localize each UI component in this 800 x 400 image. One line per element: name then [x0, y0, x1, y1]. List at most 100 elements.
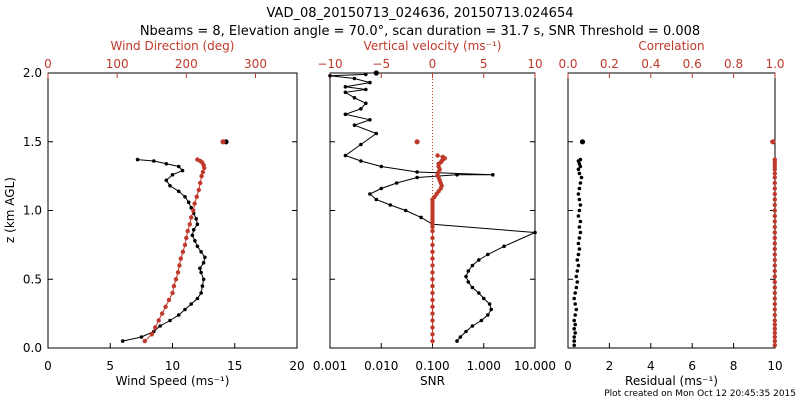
- data-point-vertical-1: [430, 325, 435, 330]
- x-top-tick-label: −10: [317, 57, 342, 71]
- data-point-residual-0: [576, 263, 581, 268]
- data-point-wind-1: [191, 208, 196, 213]
- data-point-wind-0: [198, 266, 202, 271]
- data-point-wind-0: [183, 195, 187, 199]
- data-point-wind-0: [158, 324, 162, 328]
- panel-vertical: 0.001 0.010 0.100 1.000 10.000 −10 −5 0 5 10 SNR Ve…: [313, 39, 556, 388]
- data-point-residual-0: [579, 175, 584, 180]
- x-axis-label: Wind Speed (ms⁻¹): [116, 374, 230, 388]
- x-axis-label: SNR: [420, 374, 445, 388]
- data-point-wind-1: [189, 215, 194, 220]
- data-point-vertical-1: [430, 242, 435, 248]
- data-point-residual-1: [772, 246, 777, 252]
- data-point-wind-1: [173, 277, 179, 282]
- x-top-tick-label: 0.0: [558, 57, 577, 71]
- data-point-residual-0: [575, 258, 580, 262]
- data-point-vertical-0: [364, 87, 368, 92]
- data-point-vertical-0: [403, 208, 408, 213]
- data-point-vertical-0: [464, 329, 468, 334]
- data-point-vertical-0: [343, 90, 348, 95]
- data-point-residual-1: [772, 330, 777, 336]
- data-point-vertical-0: [477, 291, 481, 295]
- data-point-vertical-1: [440, 154, 445, 160]
- data-point-vertical-0: [486, 313, 490, 317]
- data-point-wind-1: [175, 270, 181, 275]
- data-point-residual-0: [579, 139, 586, 145]
- data-point-vertical-1: [430, 338, 435, 344]
- data-point-vertical-0: [343, 112, 348, 117]
- data-point-residual-0: [574, 285, 579, 290]
- data-point-vertical-0: [374, 131, 379, 136]
- data-point-wind-0: [193, 239, 197, 243]
- data-point-wind-1: [178, 256, 183, 261]
- data-point-residual-1: [772, 180, 777, 186]
- x-top-tick-label: 0.4: [641, 57, 660, 71]
- data-point-residual-0: [572, 339, 576, 343]
- data-point-wind-0: [194, 217, 198, 221]
- data-point-residual-0: [573, 302, 577, 306]
- data-point-wind-1: [187, 222, 192, 227]
- data-point-vertical-0: [379, 186, 384, 191]
- panel-frame: [47, 72, 298, 349]
- data-point-residual-1: [772, 219, 777, 224]
- x-tick-label: 5: [106, 359, 114, 373]
- data-point-vertical-1: [430, 256, 435, 261]
- data-point-residual-1: [772, 318, 777, 323]
- data-point-vertical-1: [430, 277, 435, 282]
- data-point-vertical-0: [368, 192, 372, 196]
- data-point-residual-0: [577, 236, 582, 240]
- figure-title-line1: VAD_08_20150713_024636, 20150713.024654: [267, 6, 574, 21]
- data-point-residual-1: [772, 307, 777, 312]
- data-point-vertical-0: [359, 107, 363, 111]
- data-point-residual-0: [576, 214, 581, 218]
- data-point-wind-0: [168, 184, 172, 188]
- data-point-residual-1: [772, 171, 777, 176]
- data-point-residual-0: [576, 167, 581, 172]
- panel-frame: [567, 72, 776, 349]
- data-point-vertical-0: [482, 296, 486, 301]
- data-point-residual-0: [574, 274, 579, 279]
- data-point-vertical-0: [533, 230, 537, 235]
- data-point-vertical-0: [415, 170, 419, 174]
- data-point-wind-0: [195, 244, 200, 249]
- data-point-residual-1: [772, 252, 777, 257]
- data-point-vertical-0: [374, 197, 379, 202]
- data-point-wind-1: [194, 194, 199, 199]
- x-top-axis-label: Wind Direction (deg): [111, 39, 235, 53]
- data-point-wind-0: [180, 168, 185, 173]
- x-top-tick-label: 0: [429, 57, 437, 71]
- data-point-residual-0: [577, 208, 582, 213]
- x-tick-label: 0: [564, 359, 572, 373]
- data-point-wind-1: [166, 297, 172, 303]
- data-point-vertical-0: [368, 118, 372, 122]
- x-top-tick-label: 5: [480, 57, 488, 71]
- data-point-vertical-0: [477, 258, 481, 262]
- data-point-vertical-0: [415, 175, 419, 180]
- data-point-residual-1: [772, 186, 777, 191]
- data-point-wind-0: [201, 261, 206, 265]
- data-point-wind-1: [153, 325, 158, 330]
- data-point-residual-1: [772, 235, 777, 241]
- data-point-residual-0: [578, 164, 583, 169]
- data-point-vertical-1: [430, 311, 435, 316]
- data-point-residual-1: [772, 338, 777, 344]
- data-point-wind-1: [156, 318, 161, 323]
- data-point-vertical-0: [364, 72, 368, 77]
- x-top-tick-label: 200: [175, 57, 198, 71]
- x-tick-label: 10: [165, 359, 180, 373]
- data-point-wind-0: [135, 157, 140, 162]
- data-point-vertical-1: [430, 304, 435, 309]
- data-point-vertical-0: [379, 164, 384, 169]
- x-tick-label: 1.000: [467, 359, 501, 373]
- data-point-wind-0: [191, 228, 196, 232]
- data-point-residual-0: [575, 269, 580, 273]
- data-point-vertical-0: [343, 85, 348, 89]
- data-point-residual-0: [578, 157, 583, 162]
- x-top-tick-label: 1.0: [765, 57, 784, 71]
- x-axis-label: Residual (ms⁻¹): [625, 374, 718, 388]
- data-point-residual-1: [772, 157, 777, 162]
- data-point-residual-1: [772, 274, 777, 279]
- x-tick-label: 0.100: [415, 359, 449, 373]
- data-point-wind-1: [163, 304, 168, 309]
- data-point-wind-0: [170, 173, 175, 177]
